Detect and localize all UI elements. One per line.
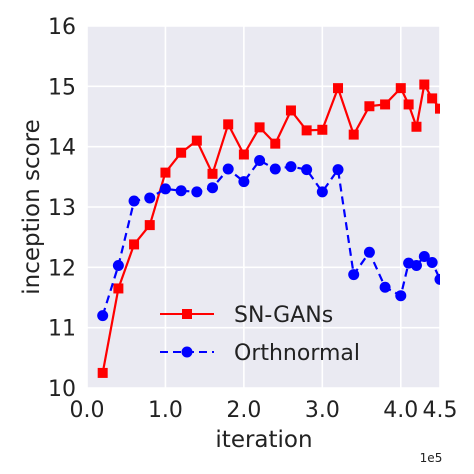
legend-label-orthnormal: Orthnormal xyxy=(234,341,360,366)
legend: SN-GANs Orthnormal xyxy=(160,303,360,366)
legend-marker-sn-gans xyxy=(182,309,192,319)
data-point xyxy=(238,176,250,188)
data-point xyxy=(191,135,202,146)
x-tick-labels: 0.0 1.0 2.0 3.0 4.0 4.5 xyxy=(70,398,458,423)
y-tick-label: 11 xyxy=(48,317,76,342)
data-point xyxy=(129,239,140,250)
data-point xyxy=(144,220,155,231)
data-point xyxy=(254,122,265,133)
data-point xyxy=(301,125,312,136)
y-tick-label: 12 xyxy=(48,256,76,281)
data-point xyxy=(403,99,414,110)
data-point xyxy=(97,367,108,378)
data-point xyxy=(395,83,406,94)
y-tick-labels: 10 11 12 13 14 15 16 xyxy=(48,15,76,402)
data-point xyxy=(270,138,281,149)
data-point xyxy=(238,149,249,160)
series-orthnormal xyxy=(97,155,440,322)
data-point xyxy=(434,273,440,285)
data-point xyxy=(301,164,313,176)
data-point xyxy=(223,119,234,130)
data-point xyxy=(348,129,359,140)
data-point xyxy=(379,281,391,293)
data-point xyxy=(411,121,422,132)
data-point xyxy=(144,192,156,204)
y-axis-label: inception score xyxy=(19,119,45,295)
legend-marker-orthnormal xyxy=(181,346,193,358)
data-point xyxy=(332,164,344,176)
data-point xyxy=(419,79,430,90)
x-tick-label: 1.0 xyxy=(148,398,183,423)
data-point xyxy=(207,168,218,179)
series-sn-gans xyxy=(97,79,440,378)
data-point xyxy=(175,185,187,197)
data-point xyxy=(348,269,360,281)
data-point xyxy=(285,105,296,116)
x-exponent-label: 1e5 xyxy=(420,451,443,465)
data-point xyxy=(410,260,422,272)
data-point xyxy=(128,195,140,207)
data-point xyxy=(364,101,375,112)
grid-lines xyxy=(86,25,441,389)
x-tick-label: 4.5 xyxy=(423,398,458,423)
data-point xyxy=(317,124,328,135)
data-point xyxy=(427,93,438,104)
data-point xyxy=(380,99,391,110)
data-point xyxy=(435,103,440,114)
x-tick-label: 3.0 xyxy=(305,398,340,423)
x-tick-label: 4.0 xyxy=(383,398,418,423)
data-point xyxy=(112,260,124,272)
x-tick-label: 0.0 xyxy=(70,398,105,423)
legend-label-sn-gans: SN-GANs xyxy=(234,303,333,328)
data-point xyxy=(333,83,344,94)
data-point xyxy=(418,250,430,262)
data-point xyxy=(269,163,281,175)
data-point xyxy=(285,161,297,173)
data-point xyxy=(113,283,124,294)
data-point xyxy=(222,163,234,175)
data-point xyxy=(207,182,219,194)
data-point xyxy=(159,183,171,195)
data-point xyxy=(363,246,375,258)
data-point xyxy=(254,155,266,167)
y-tick-label: 10 xyxy=(48,377,76,402)
data-point xyxy=(395,290,407,302)
x-axis-label: iteration xyxy=(215,427,312,453)
data-point xyxy=(426,257,438,269)
y-tick-label: 16 xyxy=(48,15,76,40)
data-point xyxy=(97,310,109,322)
data-point xyxy=(191,186,203,198)
y-tick-label: 15 xyxy=(48,75,76,100)
data-point xyxy=(160,167,171,178)
y-tick-label: 14 xyxy=(48,136,76,161)
data-point xyxy=(316,186,328,198)
y-tick-label: 13 xyxy=(48,196,76,221)
data-point xyxy=(176,147,187,158)
x-tick-label: 2.0 xyxy=(226,398,261,423)
series-layer xyxy=(97,79,440,378)
